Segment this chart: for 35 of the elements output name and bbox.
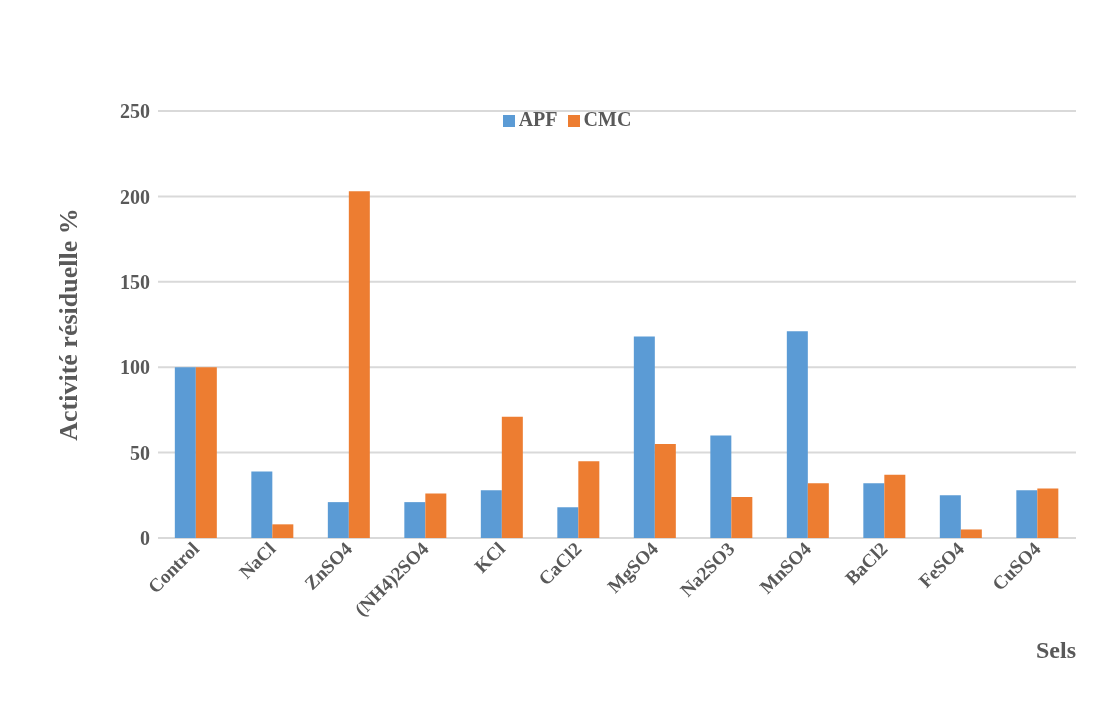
bar xyxy=(578,461,600,538)
y-tick-label: 250 xyxy=(120,100,150,123)
x-tick-label: KCl xyxy=(470,537,510,577)
y-tick-label: 50 xyxy=(130,441,150,464)
bar xyxy=(174,367,196,538)
y-tick-label: 100 xyxy=(120,356,150,379)
bar xyxy=(1037,488,1059,538)
bar xyxy=(195,367,217,538)
bar xyxy=(327,502,349,538)
bar xyxy=(786,331,808,538)
legend-label: APF xyxy=(518,108,558,130)
bar xyxy=(480,490,502,538)
bar xyxy=(960,529,982,538)
bar xyxy=(501,416,523,538)
bar xyxy=(272,524,294,538)
bar xyxy=(404,502,426,538)
y-tick-label: 0 xyxy=(140,527,150,550)
bar xyxy=(348,191,370,538)
x-axis-title: Sels xyxy=(1035,637,1076,663)
bar xyxy=(251,471,273,538)
y-tick-label: 200 xyxy=(120,185,150,208)
y-axis-title: Activité résiduelle % xyxy=(54,208,84,441)
bar xyxy=(884,474,906,538)
bar xyxy=(425,493,447,538)
bar xyxy=(863,483,885,538)
bar xyxy=(654,444,676,538)
y-tick-label: 150 xyxy=(120,270,150,293)
bar xyxy=(1016,490,1038,538)
bar xyxy=(557,507,579,538)
bar xyxy=(731,497,753,538)
bar xyxy=(807,483,829,538)
bar xyxy=(633,336,655,538)
legend-label: CMC xyxy=(583,108,632,130)
bar xyxy=(710,435,732,538)
bar xyxy=(939,495,961,538)
